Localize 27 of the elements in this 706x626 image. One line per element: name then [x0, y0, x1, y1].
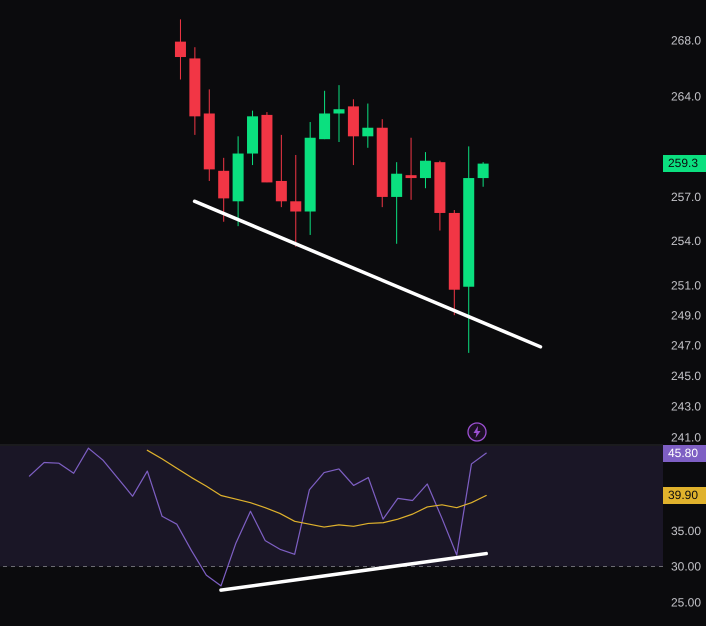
text: 45.80: [663, 444, 706, 462]
y-tick-label: 35.00: [671, 524, 702, 538]
y-tick-label: 249.0: [671, 308, 702, 322]
y-tick-label: 257.0: [671, 190, 702, 204]
candlestick: [174, 18, 186, 80]
text: 259.3: [663, 155, 706, 172]
y-tick-label: 251.0: [671, 278, 702, 292]
candlestick: [478, 162, 489, 188]
line-series: [146, 450, 487, 528]
candlestick: [362, 103, 374, 148]
y-tick-label: 264.0: [671, 90, 702, 104]
candlestick: [276, 134, 287, 208]
y-tick-label: 254.0: [671, 234, 702, 248]
y-tick-label: 245.0: [671, 368, 702, 383]
candlestick: [290, 154, 302, 248]
line-series: [28, 448, 487, 586]
candlestick: [420, 152, 431, 189]
text: 39.90: [663, 486, 706, 504]
y-tick-label: 25.00: [671, 596, 702, 610]
candlestick: [406, 137, 417, 200]
candlestick: [334, 84, 344, 143]
candlestick: [391, 162, 402, 244]
y-tick-label: 243.0: [671, 400, 702, 414]
y-tick-label: 30.00: [671, 560, 702, 574]
y-tick-label: 241.0: [671, 430, 702, 444]
y-tick-label: 268.0: [671, 33, 702, 48]
y-tick-label: 247.0: [671, 338, 702, 353]
